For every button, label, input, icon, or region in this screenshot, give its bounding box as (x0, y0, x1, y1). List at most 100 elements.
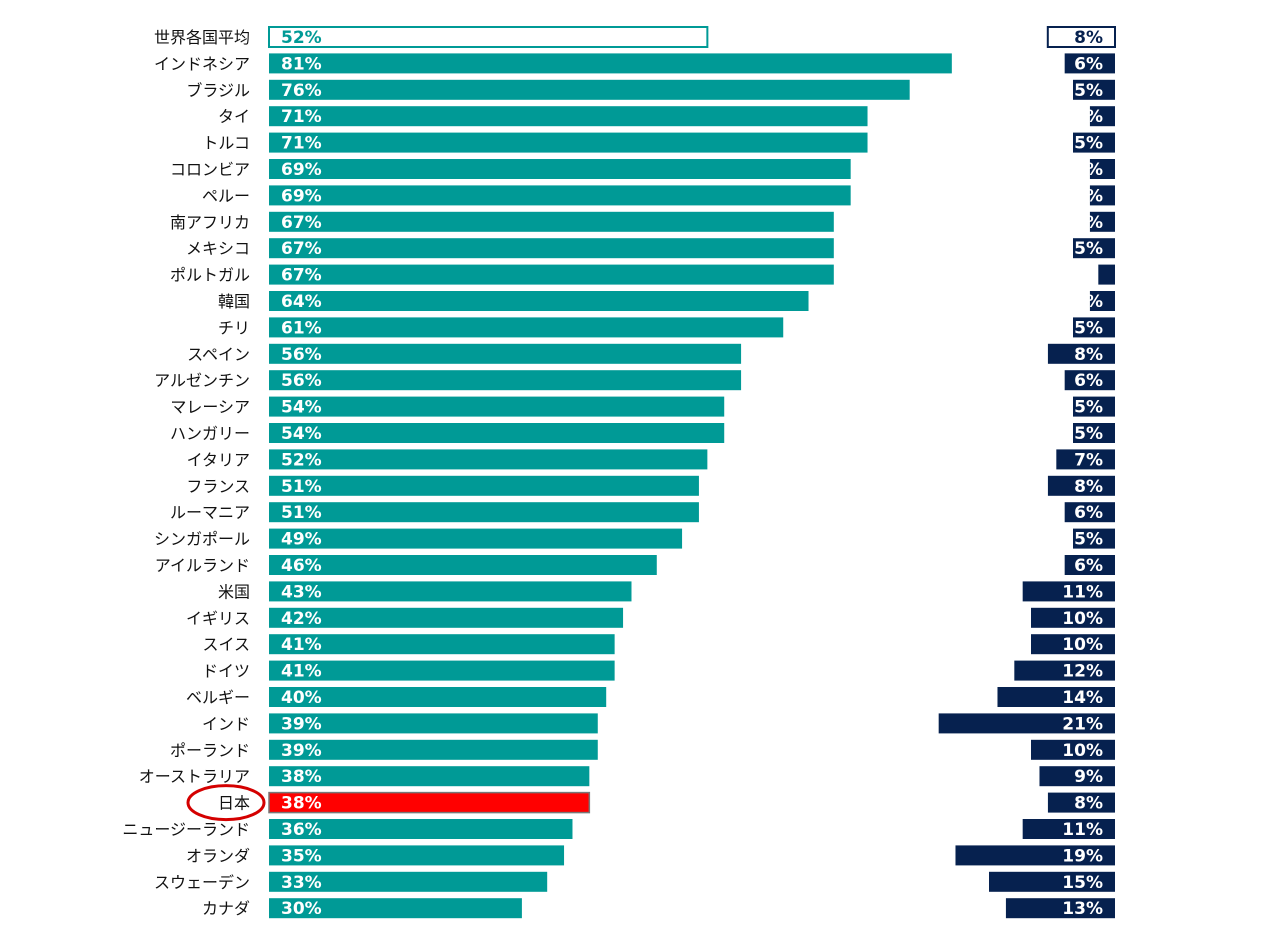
data-label-right: 10% (1062, 609, 1103, 629)
data-label-left: 67% (281, 213, 322, 233)
data-label-right: 7% (1074, 450, 1103, 470)
category-label: ペルー (202, 186, 250, 205)
data-label-right: 5% (1074, 318, 1103, 338)
bar-right (1031, 607, 1115, 628)
label-clip-mask (929, 870, 989, 893)
data-label-left: 67% (281, 266, 322, 286)
bar-left (269, 264, 834, 285)
label-clip-mask (895, 844, 956, 867)
data-label-right: 11% (1062, 820, 1103, 840)
label-clip-mask (1004, 501, 1065, 524)
category-label: 米国 (218, 582, 250, 601)
bar-left (269, 528, 683, 549)
bar-left (269, 871, 548, 892)
data-label-left: 46% (281, 556, 322, 576)
category-label: 世界各国平均 (154, 28, 250, 47)
label-clip-mask (971, 738, 1031, 761)
bar-left (269, 581, 632, 602)
bar-right (938, 713, 1115, 734)
bar-right (955, 845, 1115, 866)
data-label-left: 39% (281, 741, 322, 761)
bar-right (1073, 528, 1115, 549)
bar-left (269, 291, 809, 311)
category-label: コロンビア (170, 160, 250, 179)
data-label-left: 56% (281, 345, 322, 365)
data-label-left: 42% (281, 609, 322, 629)
average-bar-right (1046, 26, 1117, 48)
category-label: スイス (202, 635, 250, 654)
bar-right (1064, 53, 1115, 74)
data-label-right: 15% (1062, 873, 1103, 893)
category-label: スペイン (187, 345, 250, 364)
data-label-right: 10% (1062, 635, 1103, 655)
bar-right (1064, 370, 1115, 391)
data-label-right: 5% (1074, 239, 1103, 259)
data-label-right: 8% (1074, 477, 1103, 497)
data-label-right: 8% (1074, 345, 1103, 365)
bar-left (269, 423, 725, 443)
bar-right (1047, 343, 1115, 364)
category-label: カナダ (202, 899, 250, 918)
category-label: ブラジル (186, 81, 250, 100)
bar-left (269, 106, 868, 127)
bar-left (269, 449, 708, 470)
data-label-left: 71% (281, 107, 322, 127)
label-clip-mask (1038, 263, 1099, 286)
data-label-left: 69% (281, 186, 322, 206)
data-label-left: 41% (281, 635, 322, 655)
bar-left (269, 502, 699, 523)
category-label: アルゼンチン (154, 371, 250, 390)
category-label: イギリス (186, 609, 250, 628)
data-label-right: 19% (1062, 846, 1103, 866)
bar-left (269, 396, 725, 417)
bar-right (1047, 792, 1115, 813)
bar-left (269, 159, 851, 179)
bar-right (989, 871, 1115, 892)
bar-right (1039, 766, 1115, 787)
bar-left (269, 898, 522, 919)
data-label-right: 11% (1062, 582, 1103, 602)
bar-left (269, 634, 615, 655)
category-label: ベルギー (186, 688, 250, 707)
bar-right (1022, 819, 1115, 839)
label-clip-mask (878, 712, 939, 735)
data-label-right: 6% (1074, 556, 1103, 576)
bar-left (269, 79, 910, 100)
data-label-left: 81% (281, 54, 322, 74)
bar-right (1073, 132, 1115, 153)
data-label-right: 8% (1074, 28, 1103, 48)
data-label-right: 6% (1074, 54, 1103, 74)
bar-left (269, 819, 573, 839)
bar-left (269, 53, 952, 74)
data-label-right: 5% (1074, 530, 1103, 550)
data-label-left: 51% (281, 477, 322, 497)
label-clip-mask (1013, 395, 1073, 418)
category-label: タイ (218, 107, 250, 126)
bar-right (1005, 898, 1115, 919)
data-label-right: 5% (1074, 81, 1103, 101)
category-label: インド (202, 714, 250, 733)
bar-right (1089, 159, 1115, 179)
category-label: オーストラリア (139, 767, 250, 786)
data-label-left: 38% (281, 767, 322, 787)
category-label: トルコ (202, 134, 250, 153)
category-label: オランダ (186, 846, 250, 865)
data-label-left: 54% (281, 398, 322, 418)
data-label-right: % (1086, 160, 1103, 180)
bar-right (1064, 555, 1115, 575)
data-label-left: 52% (281, 28, 322, 48)
data-label-right: 9% (1074, 767, 1103, 787)
bar-left (269, 238, 834, 259)
label-clip-mask (1029, 105, 1090, 128)
label-clip-mask (971, 633, 1031, 656)
category-label: マレーシア (170, 398, 250, 417)
bar-right (1073, 79, 1115, 100)
category-label: ルーマニア (170, 503, 250, 522)
bar-left (269, 555, 657, 575)
label-clip-mask (962, 580, 1023, 603)
data-label-left: 51% (281, 503, 322, 523)
data-label-left: 35% (281, 846, 322, 866)
bar-right (1089, 185, 1115, 206)
bar-left (269, 211, 834, 232)
